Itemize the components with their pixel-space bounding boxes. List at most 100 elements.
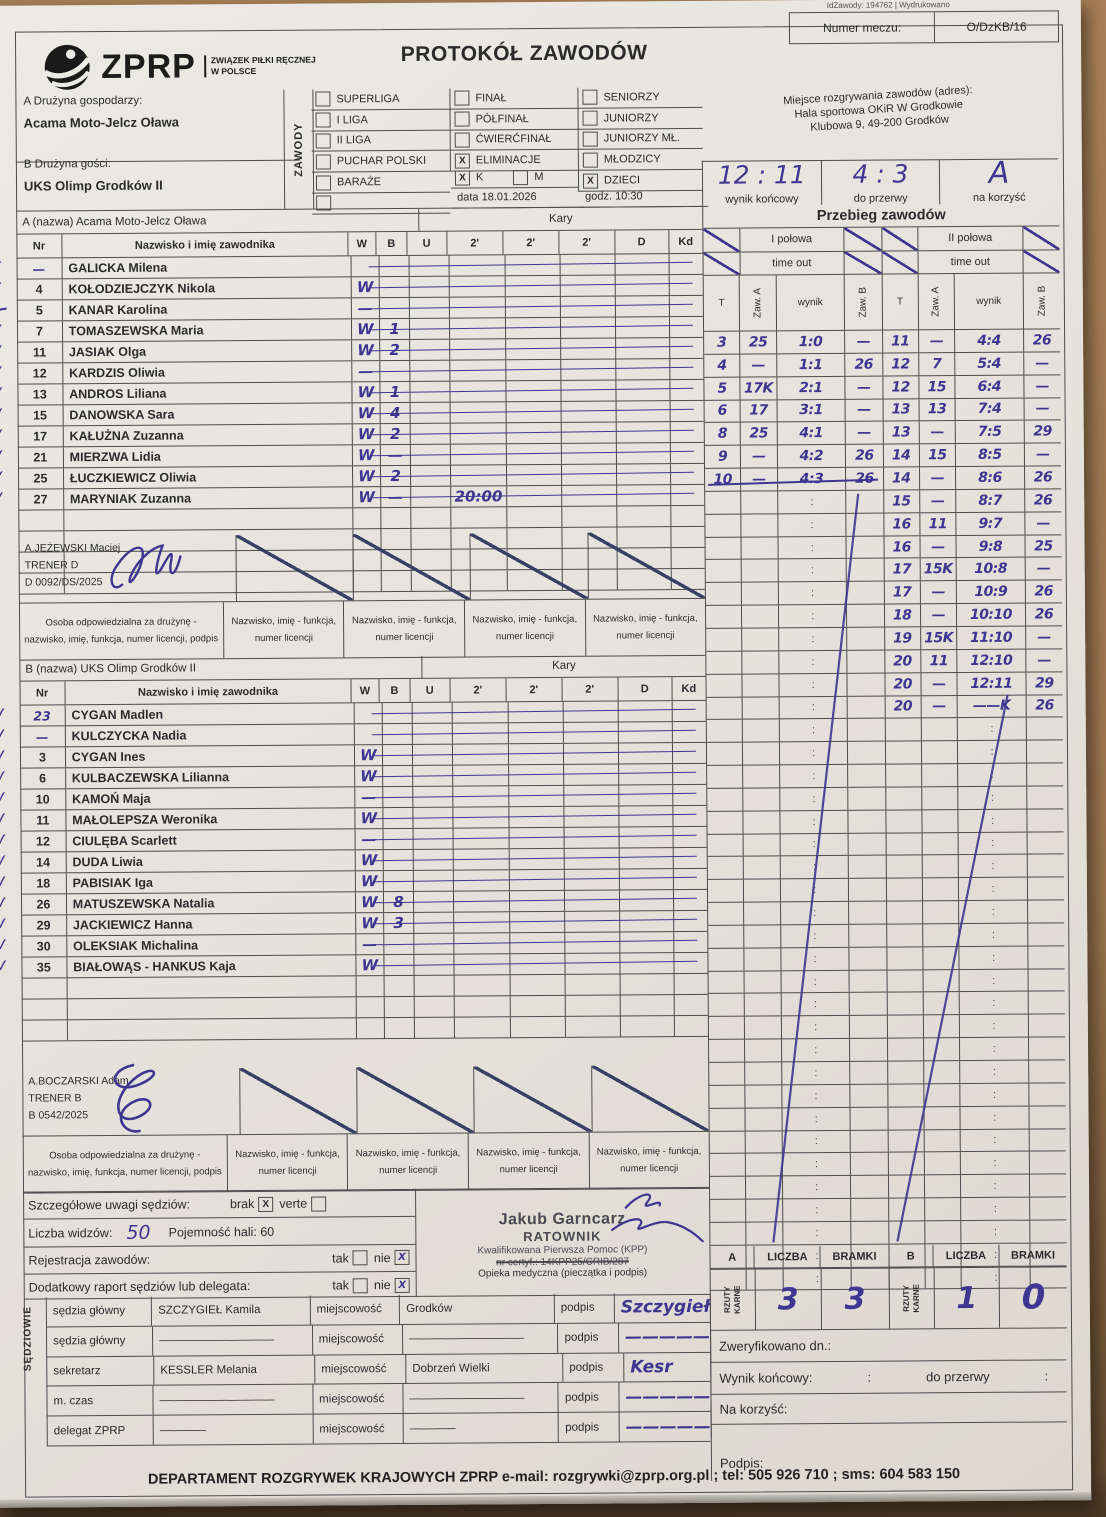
progress-row: : 19 15K 11:10 — [706,626,1063,652]
scorer-b-2 [1027,855,1063,877]
scorer-b-1 [850,1107,889,1130]
score-2: : [958,877,1028,901]
col-nr: Nr [16,234,63,258]
score-1: 3:1 [777,399,846,422]
team-a-table-title: A (nazwa) Acama Moto-Jelcz Oława [22,215,207,229]
progress-row: 10 — 4:3 26 14 — 8:6 26 [705,466,1062,492]
scorer-a-2 [923,992,960,1015]
org-abbr: ZPRP [101,46,197,86]
scorer-b-1: 26 [845,353,883,376]
scorer-b-1 [850,1130,889,1153]
scorer-b-1 [848,718,886,742]
time-1 [705,605,743,628]
scorer-a-1 [743,742,780,765]
official-label-line1: Nazwisko, imię - funkcja, [355,1147,461,1160]
progress-rows: 3 25 1:0 — 11 — 4:4 26 4 — 1:1 26 12 7 [704,329,1067,1292]
col-w: W [348,232,377,256]
player-2min-3 [564,848,621,869]
scorer-a-1: 17K [740,377,778,400]
scorer-a-1 [742,605,779,628]
scorer-b-1 [847,604,885,627]
scorer-b-2 [1030,1220,1066,1242]
score-1: 4:1 [777,422,847,445]
progress-row: : 18 — 10:10 26 [705,603,1063,629]
progress-row: : : [707,831,1064,858]
progress-row: : : [707,786,1064,812]
player-2min-3 [561,464,618,485]
penalty-a-goals: 3 [821,1268,890,1330]
scorer-a-1: 25 [740,422,778,445]
scorer-a-1 [742,582,779,605]
penalty-values-row: RZUTY KARNE 3 3 RZUTY KARNE 1 0 [710,1267,1068,1331]
age-option-row: JUNIORZY [578,107,703,130]
player-d [616,317,671,338]
scorer-b-2 [1028,900,1064,922]
time-2: 20 [884,650,922,673]
coach-b-info: A.BOCZARSKI Adam TRENER B B 0542/2025 [22,1063,241,1136]
player-kd [675,1016,708,1036]
time-2 [888,1198,926,1221]
score-1: : [781,1084,851,1108]
official-label-2: Nazwisko, imię - funkcja, numer licencji [344,600,466,658]
scorer-b-2 [1030,1175,1066,1197]
score-1: : [782,1198,852,1222]
coach-a-signature [110,544,182,589]
podpis-label: podpis [559,1412,620,1442]
scorer-a-1 [742,696,780,719]
score-2: : [961,1220,1031,1243]
coach-a-info: A.JEŻEWSKI Maciej TRENER D D 0092/DS/202… [18,535,237,603]
score-2: 7:4 [955,398,1025,421]
league-option-label: I LIGA [336,113,368,127]
scorer-b-1 [850,1061,888,1084]
score-2: : [957,717,1027,741]
time-1 [705,582,743,605]
scorer-a-2 [925,1220,962,1244]
player-2min-3 [565,911,621,932]
time-1 [706,742,744,765]
player-2min-3 [561,359,617,380]
score-2: 12:10 [957,649,1027,672]
official-label-3: Nazwisko, imię - funkcja, numer licencji [468,1132,590,1190]
player-kd [671,422,704,442]
time-1 [708,948,745,971]
coach-a-extra-cell-4 [588,531,705,599]
score-2: : [960,1083,1030,1106]
league-checkbox [315,133,331,149]
player-d [620,953,675,974]
score-1: : [777,513,847,536]
league-option-label: BARAŻE [336,176,382,189]
org-name-line2: W POLSCE [210,65,257,77]
age-option-label: SENIORZY [603,91,660,104]
player-name: MARYNIAK Zuzanna [63,487,354,510]
age-option-row: MŁODZICY [578,149,703,171]
scorer-b-1 [851,1221,889,1244]
miejscowosc-label: miejscowość [313,1414,404,1444]
margin-checkmark: ✓ [0,445,8,468]
official-label-4: Nazwisko, imię - funkcja, numer licencji [589,1132,709,1189]
scorer-a-1 [741,514,779,537]
brak-label: brak [229,1197,255,1212]
home-team-name: Acama Moto-Jelcz Oława [23,114,179,131]
referee-role: m. czas [47,1386,154,1416]
score-2: 9:7 [956,512,1026,535]
age-option-label: MŁODZICY [603,153,661,166]
gender-k-label: K [475,171,484,184]
scorer-b-2 [1029,1083,1065,1105]
halftime-score-value: 4 : 3 [852,159,909,189]
margin-checkmark: ✓ [0,466,8,489]
coach-a-extra-cell-2 [353,533,472,601]
time-2 [888,1129,925,1152]
time-1 [710,1222,747,1245]
progress-row: : : [707,854,1064,881]
scorer-b-2 [1028,946,1064,968]
player-u [414,996,455,1017]
zawody-label: ZAWODY [292,121,305,177]
score-1: : [781,1038,851,1062]
score-1: 1:1 [776,353,846,377]
margin-checkmark [0,549,16,553]
final-result-label: Wynik końcowy: [719,1370,813,1386]
time-2 [887,1015,924,1038]
league-checkbox [315,91,331,107]
time-2: 14 [883,444,920,467]
score-2: : [958,740,1027,764]
